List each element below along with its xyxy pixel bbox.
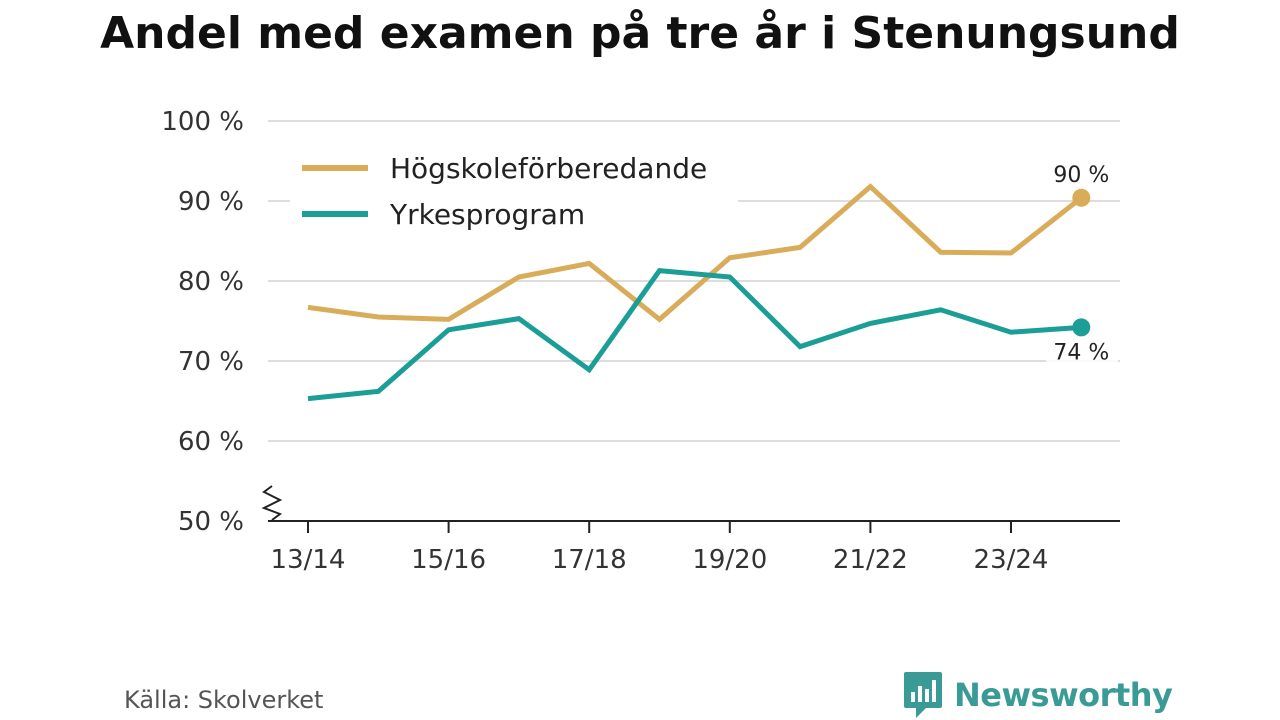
y-tick-label: 100 % (161, 107, 244, 137)
legend-background (290, 146, 738, 236)
y-tick-label: 50 % (178, 507, 244, 537)
brand-logo: Newsworthy (902, 670, 1173, 720)
x-tick-label: 13/14 (271, 545, 346, 575)
series-end-point (1072, 188, 1091, 207)
x-axis: 13/14 15/16 17/18 19/20 21/22 23/24 (268, 520, 1120, 575)
newsworthy-logo-icon (904, 672, 942, 718)
legend: Högskoleförberedande Yrkesprogram (290, 146, 738, 236)
end-value-label: 74 % (1053, 340, 1109, 365)
series-end-point (1072, 318, 1091, 337)
axis-break-icon (261, 485, 283, 521)
y-tick-label: 90 % (178, 187, 244, 217)
source-note: Källa: Skolverket (124, 686, 324, 714)
legend-label: Yrkesprogram (389, 198, 585, 231)
x-tick-label: 21/22 (833, 545, 908, 575)
x-tick-label: 15/16 (411, 545, 486, 575)
y-tick-label: 60 % (178, 427, 244, 457)
chart-title: Andel med examen på tre år i Stenungsund (100, 8, 1180, 59)
x-tick-label: 19/20 (692, 545, 767, 575)
y-tick-label: 70 % (178, 347, 244, 377)
series-lines (307, 183, 1091, 402)
end-labels: 90 % 74 % (1046, 163, 1118, 366)
series-line (307, 183, 1083, 323)
series-line (307, 267, 1082, 402)
y-axis-ticks: 50 % 60 % 70 % 80 % 90 % 100 % (161, 107, 283, 537)
y-tick-label: 80 % (178, 267, 244, 297)
end-value-label: 90 % (1053, 163, 1109, 188)
end-label-bg (1046, 339, 1118, 366)
brand-name: Newsworthy (954, 676, 1173, 714)
legend-label: Högskoleförberedande (390, 152, 707, 185)
x-tick-label: 23/24 (974, 545, 1049, 575)
x-tick-label: 17/18 (552, 545, 627, 575)
